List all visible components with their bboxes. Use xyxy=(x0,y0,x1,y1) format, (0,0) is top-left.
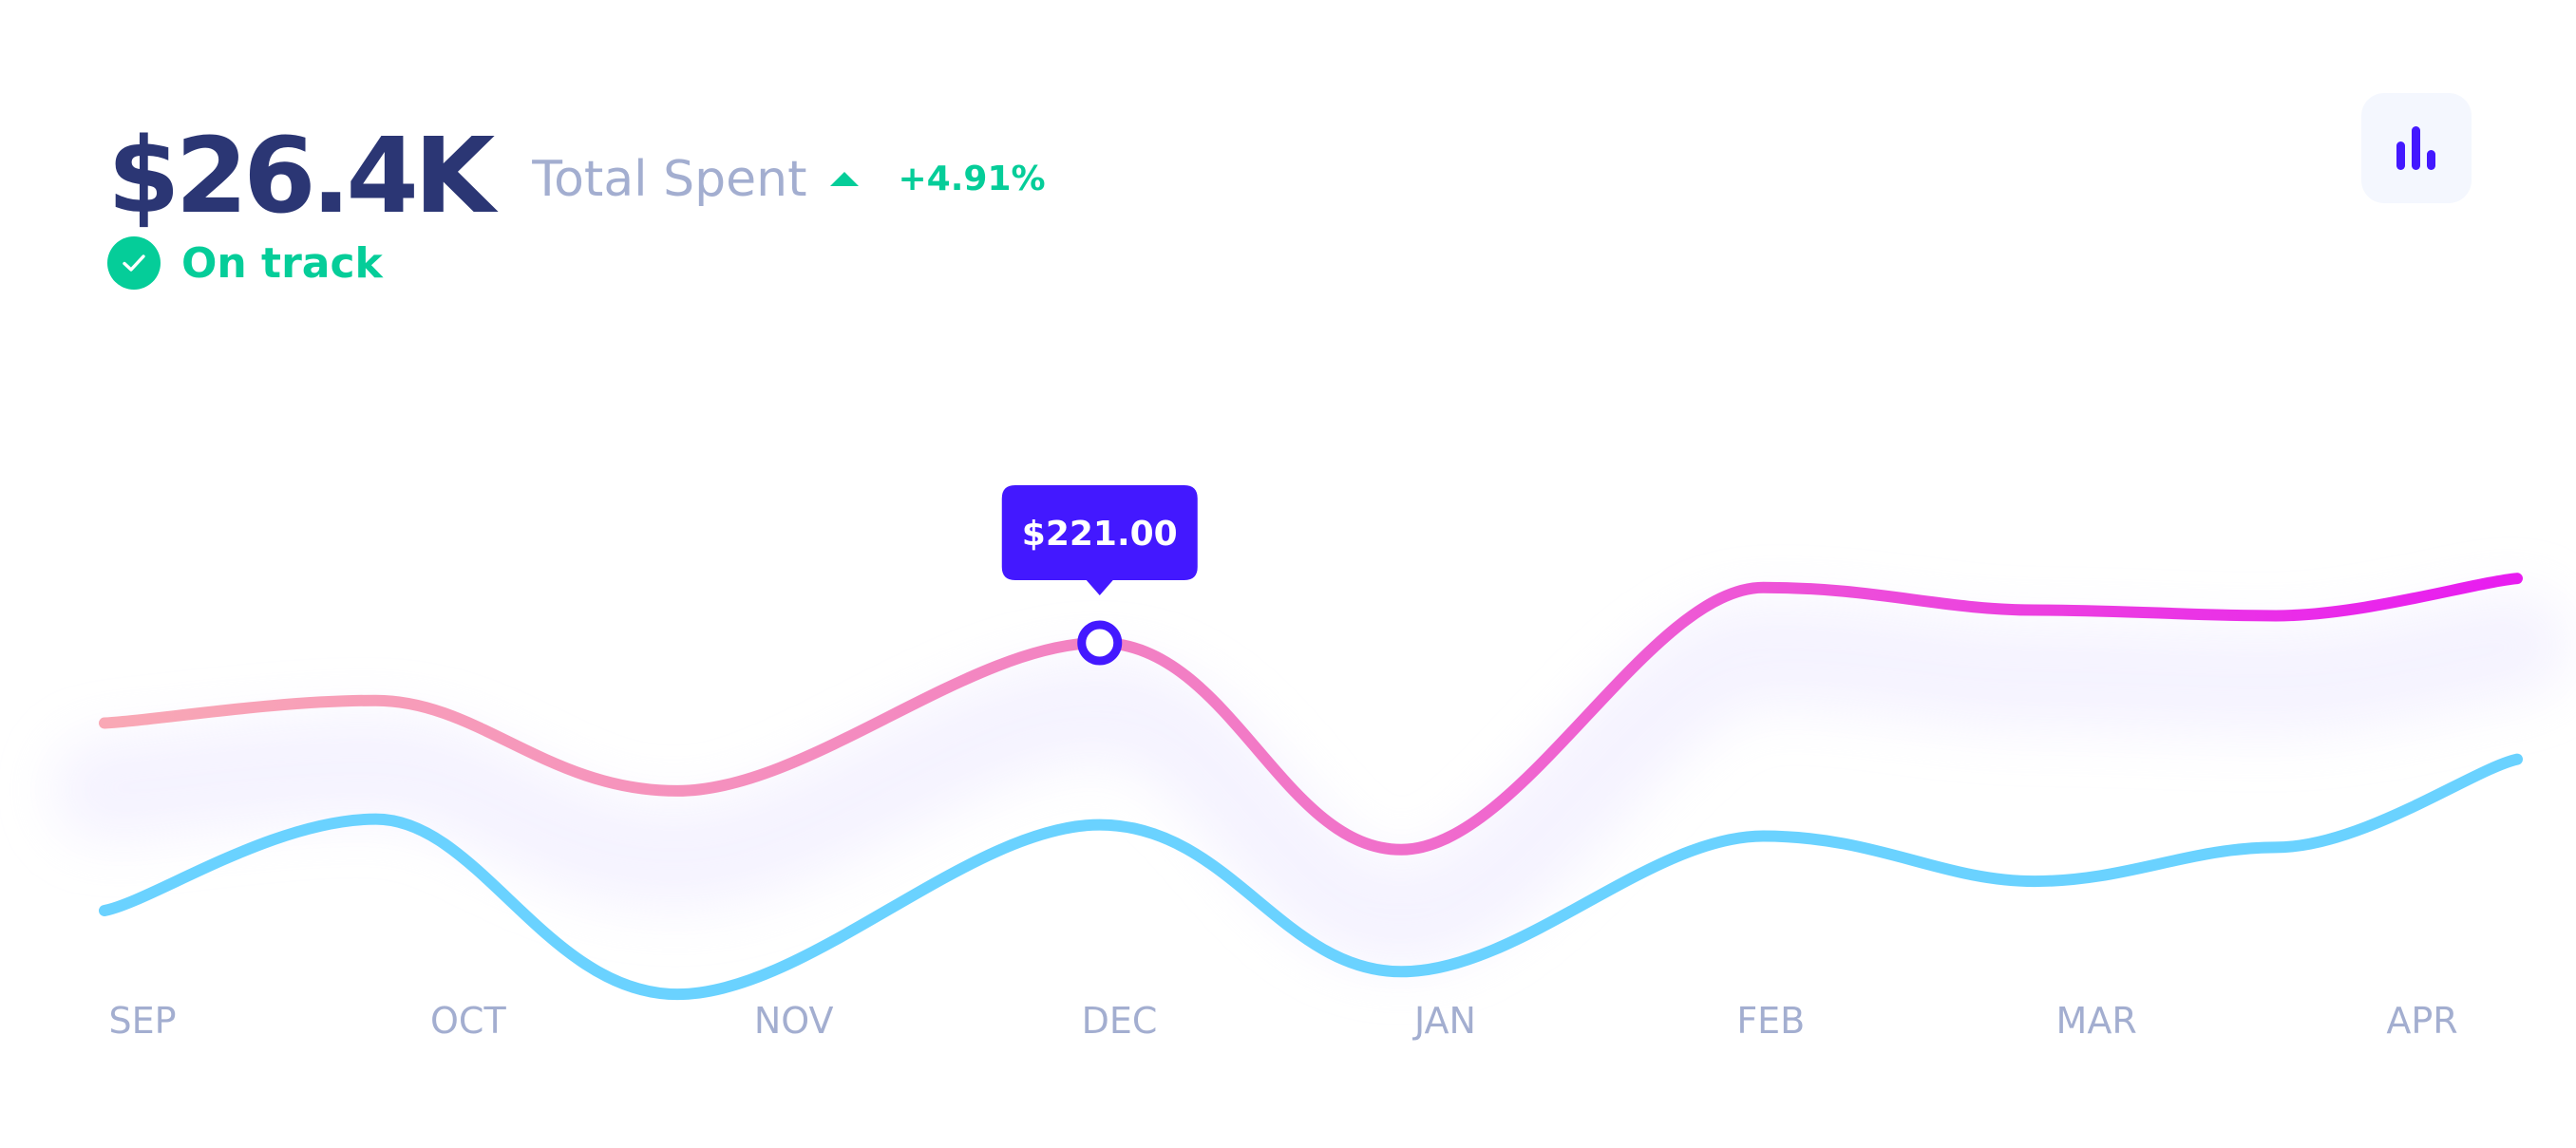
series-1-shadow xyxy=(52,593,2569,969)
tooltip: $221.00 xyxy=(1001,485,1198,666)
tooltip-marker[interactable] xyxy=(1077,620,1123,666)
x-tick-label: APR xyxy=(2386,1000,2457,1042)
summary-header: $26.4K Total Spent +4.91% xyxy=(107,114,1046,237)
x-tick-label: OCT xyxy=(430,1000,506,1042)
series-2-line xyxy=(99,753,2523,1001)
total-label: Total Spent xyxy=(532,151,807,208)
x-axis-ticks: SEP OCT NOV DEC JAN FEB MAR APR xyxy=(108,1000,2457,1042)
total-amount: $26.4K xyxy=(107,115,495,236)
status-text: On track xyxy=(181,238,383,288)
chart-type-button[interactable] xyxy=(2361,93,2472,203)
tooltip-value: $221.00 xyxy=(1022,515,1178,554)
x-tick-label: JAN xyxy=(1412,1000,1476,1042)
series-1-line xyxy=(99,573,2523,856)
bar-chart-icon xyxy=(2396,126,2435,170)
status-badge: On track xyxy=(107,235,383,291)
percent-change: +4.91% xyxy=(898,160,1046,198)
x-tick-label: SEP xyxy=(108,1000,176,1042)
check-circle-icon xyxy=(107,236,161,290)
x-tick-label: NOV xyxy=(754,1000,834,1042)
tooltip-box xyxy=(1001,485,1198,596)
trend-up-icon xyxy=(829,171,859,186)
x-tick-label: MAR xyxy=(2056,1000,2137,1042)
x-tick-label: DEC xyxy=(1082,1000,1158,1042)
x-tick-label: FEB xyxy=(1736,1000,1805,1042)
